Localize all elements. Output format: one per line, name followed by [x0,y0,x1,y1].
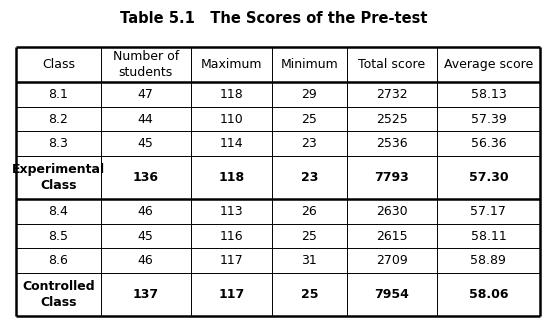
Text: 56.36: 56.36 [471,137,506,150]
Text: 58.11: 58.11 [471,229,506,242]
Text: 114: 114 [220,137,243,150]
Text: 113: 113 [220,205,243,218]
Text: 23: 23 [300,171,318,184]
Text: 2525: 2525 [376,112,408,126]
Text: 25: 25 [300,288,318,301]
Text: 58.06: 58.06 [469,288,508,301]
Text: 8.4: 8.4 [49,205,68,218]
Text: 2615: 2615 [376,229,408,242]
Text: 116: 116 [220,229,243,242]
Text: 31: 31 [301,254,317,267]
Text: Total score: Total score [358,58,425,71]
Text: 117: 117 [218,288,244,301]
Text: 25: 25 [301,229,317,242]
Text: 58.89: 58.89 [470,254,506,267]
Text: 23: 23 [301,137,317,150]
Text: 8.6: 8.6 [49,254,68,267]
Text: 26: 26 [301,205,317,218]
Text: 46: 46 [138,254,153,267]
Text: Experimental
Class: Experimental Class [12,163,105,192]
Text: 8.5: 8.5 [48,229,68,242]
Text: 58.13: 58.13 [471,88,506,101]
Text: 57.17: 57.17 [470,205,506,218]
Text: 45: 45 [138,229,153,242]
Text: 57.39: 57.39 [471,112,506,126]
Text: Controlled
Class: Controlled Class [22,280,95,309]
Text: 45: 45 [138,137,153,150]
Text: 8.3: 8.3 [49,137,68,150]
Text: 2709: 2709 [376,254,408,267]
Text: 136: 136 [133,171,159,184]
Text: 117: 117 [220,254,243,267]
Text: Minimum: Minimum [281,58,338,71]
Text: 25: 25 [301,112,317,126]
Text: Number of
students: Number of students [112,50,179,79]
Text: 8.1: 8.1 [49,88,68,101]
Text: 2732: 2732 [376,88,408,101]
Text: 7793: 7793 [374,171,409,184]
Text: Maximum: Maximum [201,58,262,71]
Text: 57.30: 57.30 [469,171,508,184]
Text: 110: 110 [220,112,243,126]
Text: 2536: 2536 [376,137,408,150]
Text: 8.2: 8.2 [49,112,68,126]
Text: 29: 29 [301,88,317,101]
Text: Table 5.1   The Scores of the Pre-test: Table 5.1 The Scores of the Pre-test [120,11,428,26]
Text: 46: 46 [138,205,153,218]
Text: 118: 118 [220,88,243,101]
Text: 118: 118 [218,171,244,184]
Text: 44: 44 [138,112,153,126]
Text: Class: Class [42,58,75,71]
Text: 137: 137 [133,288,159,301]
Text: 47: 47 [138,88,153,101]
Text: 7954: 7954 [374,288,409,301]
Text: 2630: 2630 [376,205,408,218]
Text: Average score: Average score [444,58,533,71]
